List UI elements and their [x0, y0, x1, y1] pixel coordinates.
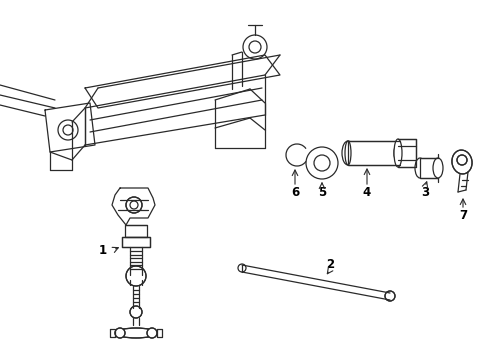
Bar	[419, 158, 437, 178]
Text: 5: 5	[317, 185, 325, 198]
Ellipse shape	[116, 328, 156, 338]
Ellipse shape	[451, 150, 471, 174]
Circle shape	[130, 306, 142, 318]
Ellipse shape	[432, 158, 442, 178]
Ellipse shape	[414, 158, 424, 178]
Text: 3: 3	[420, 185, 428, 198]
Text: 1: 1	[99, 243, 107, 257]
Ellipse shape	[238, 264, 245, 272]
Circle shape	[243, 35, 266, 59]
Circle shape	[115, 328, 125, 338]
Bar	[125, 225, 147, 237]
Bar	[122, 237, 150, 247]
Bar	[397, 139, 415, 167]
Ellipse shape	[393, 141, 405, 165]
Ellipse shape	[393, 139, 401, 167]
Circle shape	[126, 197, 142, 213]
Text: 7: 7	[458, 208, 466, 221]
Circle shape	[147, 328, 157, 338]
Circle shape	[126, 266, 146, 286]
Text: 6: 6	[290, 185, 299, 198]
Text: 2: 2	[325, 258, 333, 271]
Circle shape	[456, 155, 466, 165]
Circle shape	[384, 291, 394, 301]
Ellipse shape	[341, 141, 353, 165]
Bar	[347, 141, 399, 165]
Text: 4: 4	[362, 185, 370, 198]
